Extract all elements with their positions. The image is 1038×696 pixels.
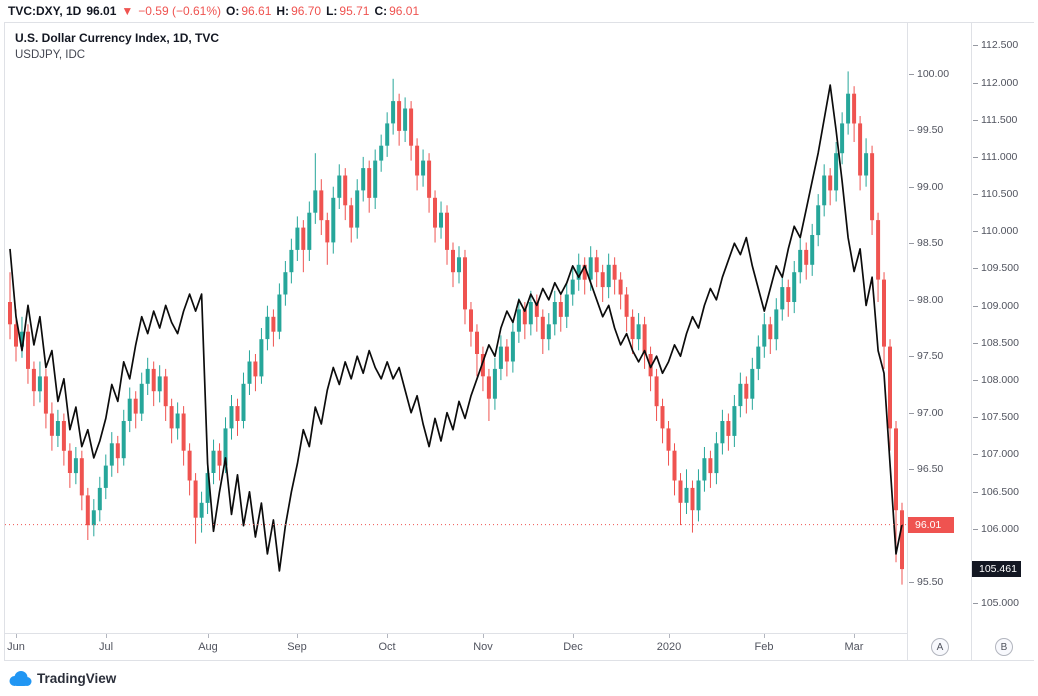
price-tick-label: 108.500 bbox=[972, 337, 1019, 349]
chart-panel: U.S. Dollar Currency Index, 1D, TVC USDJ… bbox=[4, 22, 1035, 661]
price-tick-label: 97.00 bbox=[908, 407, 943, 419]
time-axis-label: Sep bbox=[287, 641, 307, 653]
price-change: −0.59 (−0.61%) bbox=[138, 4, 222, 18]
price-tick-label: 111.500 bbox=[972, 114, 1017, 126]
price-tick-label: 107.500 bbox=[972, 411, 1019, 423]
time-axis-label: Jul bbox=[98, 641, 114, 653]
price-tick-label: 109.500 bbox=[972, 262, 1019, 274]
price-tick-label: 99.50 bbox=[908, 124, 943, 136]
dxy-line-series bbox=[9, 84, 903, 572]
price-tick-label: 106.000 bbox=[972, 523, 1019, 535]
time-axis-tick bbox=[854, 634, 855, 638]
price-tick-label: 111.000 bbox=[972, 151, 1017, 163]
close-value: C: 96.01 bbox=[374, 4, 420, 18]
outer-axis-settings-button[interactable]: B bbox=[995, 638, 1013, 656]
legend-main-series[interactable]: U.S. Dollar Currency Index, 1D, TVC bbox=[15, 31, 220, 45]
legend-overlay-series[interactable]: USDJPY, IDC bbox=[15, 49, 86, 61]
tradingview-brand-text: TradingView bbox=[37, 670, 117, 686]
price-tick-label: 110.500 bbox=[972, 188, 1018, 200]
time-axis-label: Feb bbox=[754, 641, 774, 653]
price-tick-label: 110.000 bbox=[972, 225, 1018, 237]
time-axis-tick bbox=[208, 634, 209, 638]
price-tick-label: 106.500 bbox=[972, 486, 1019, 498]
time-axis-label: Oct bbox=[378, 641, 396, 653]
down-arrow-icon: ▼ bbox=[121, 4, 134, 18]
time-axis-tick bbox=[764, 634, 765, 638]
time-axis[interactable]: Jun Jul Aug Sep Oct Nov Dec 2020 Feb Mar bbox=[5, 634, 907, 661]
price-tick-label: 109.000 bbox=[972, 300, 1019, 312]
symbol-status-bar: TVC:DXY, 1D 96.01 ▼ −0.59 (−0.61%) O: 96… bbox=[0, 0, 1038, 22]
time-axis-tick bbox=[106, 634, 107, 638]
time-axis-label: Nov bbox=[473, 641, 493, 653]
symbol-name[interactable]: TVC:DXY, 1D bbox=[8, 4, 82, 18]
low-value: L: 95.71 bbox=[326, 4, 370, 18]
inner-axis-settings-button[interactable]: A bbox=[931, 638, 949, 656]
time-axis-label: Jun bbox=[7, 641, 25, 653]
time-axis-tick bbox=[573, 634, 574, 638]
price-tick-label: 95.50 bbox=[908, 576, 943, 588]
time-axis-tick bbox=[297, 634, 298, 638]
price-tick-label: 98.50 bbox=[908, 237, 943, 249]
price-tick-label: 105.000 bbox=[972, 597, 1019, 609]
usdjpy-last-price-label: 105.461 bbox=[972, 560, 1021, 577]
price-tick-label: 98.00 bbox=[908, 294, 943, 306]
high-value: H: 96.70 bbox=[276, 4, 322, 18]
price-chart-canvas[interactable] bbox=[5, 23, 907, 633]
price-tick-label: 97.50 bbox=[908, 350, 943, 362]
time-axis-tick bbox=[387, 634, 388, 638]
plot-bottom-border bbox=[5, 633, 1033, 634]
price-tick-label: 108.000 bbox=[972, 374, 1019, 386]
time-axis-label: 2020 bbox=[656, 641, 682, 653]
tradingview-cloud-icon bbox=[9, 670, 32, 686]
price-tick-label: 100.00 bbox=[908, 68, 949, 80]
usdjpy-price-axis[interactable]: B 112.500 112.000 111.500 111.000 110.500 110… bbox=[971, 23, 1035, 660]
price-tick-label: 112.000 bbox=[972, 77, 1018, 89]
dxy-price-axis[interactable]: A 100.00 99.50 99.00 98.50 98.00 97.50 97.00 96… bbox=[907, 23, 971, 660]
time-axis-tick bbox=[483, 634, 484, 638]
time-axis-label: Dec bbox=[563, 641, 583, 653]
last-price: 96.01 bbox=[86, 4, 117, 18]
usdjpy-candles-series bbox=[8, 71, 904, 585]
dxy-last-price-label: 96.01 bbox=[908, 516, 954, 533]
time-axis-label: Aug bbox=[198, 641, 218, 653]
chart-legend: U.S. Dollar Currency Index, 1D, TVC USDJ… bbox=[15, 30, 219, 64]
price-tick-label: 96.50 bbox=[908, 463, 943, 475]
open-value: O: 96.61 bbox=[226, 4, 272, 18]
price-tick-label: 99.00 bbox=[908, 181, 943, 193]
time-axis-tick bbox=[669, 634, 670, 638]
time-axis-tick bbox=[16, 634, 17, 638]
price-tick-label: 107.000 bbox=[972, 448, 1019, 460]
time-axis-label: Mar bbox=[844, 641, 864, 653]
price-tick-label: 112.500 bbox=[972, 39, 1018, 51]
tradingview-attribution[interactable]: TradingView bbox=[8, 666, 116, 690]
